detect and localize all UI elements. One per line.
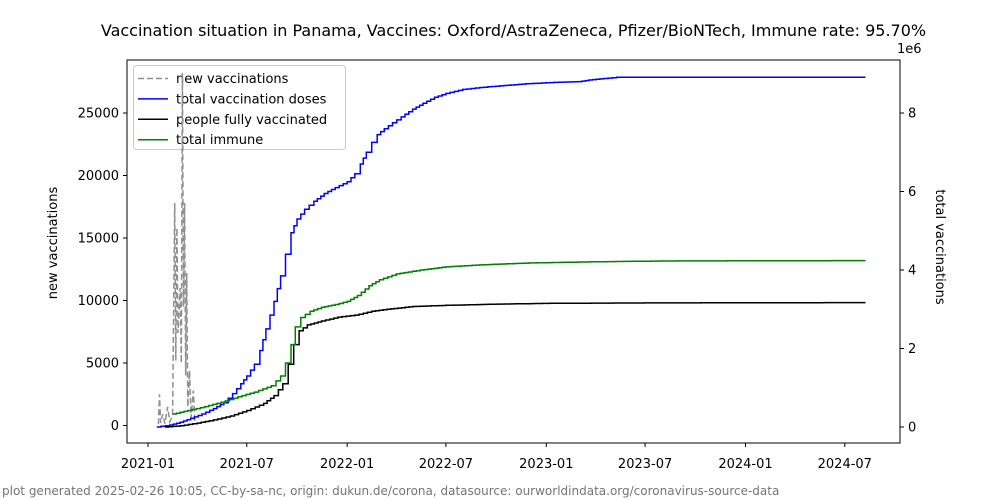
legend-label: new vaccinations (176, 72, 289, 87)
right-tick-label: 6 (908, 185, 916, 200)
right-tick-label: 4 (908, 264, 916, 279)
chart-title: Vaccination situation in Panama, Vaccine… (100, 21, 927, 40)
left-tick-label: 20000 (78, 169, 119, 184)
legend-frame (133, 65, 346, 150)
left-tick-label: 15000 (78, 232, 119, 247)
x-tick-label: 2023-07 (618, 457, 672, 472)
footer-credit: plot generated 2025-02-26 10:05, CC-by-s… (2, 484, 780, 498)
legend-label: total immune (176, 133, 263, 148)
right-tick-label: 0 (908, 421, 916, 436)
right-axis-label: total vaccinations (932, 189, 947, 305)
x-tick-label: 2024-01 (718, 457, 772, 472)
x-tick-label: 2021-01 (121, 457, 175, 472)
x-tick-label: 2022-07 (419, 457, 473, 472)
left-axis-label: new vaccinations (46, 187, 61, 300)
series-line-total-vaccination-doses (156, 76, 866, 428)
offset-text-1e6: 1e6 (897, 42, 922, 57)
legend-label: people fully vaccinated (176, 113, 327, 128)
series-line-people-fully-vaccinated (164, 301, 866, 428)
right-tick-label: 2 (908, 342, 916, 357)
left-tick-label: 25000 (78, 107, 119, 122)
right-tick-label: 8 (908, 107, 916, 122)
x-tick-label: 2021-07 (220, 457, 274, 472)
series-line-total-immune (172, 259, 866, 415)
legend: new vaccinations total vaccination doses p… (133, 65, 346, 150)
x-tick-label: 2024-07 (818, 457, 872, 472)
series-layer (156, 72, 866, 428)
legend-label: total vaccination doses (176, 92, 327, 107)
left-tick-label: 5000 (86, 357, 119, 372)
series-line-new-vaccinations (157, 72, 196, 425)
left-tick-label: 0 (111, 419, 119, 434)
x-tick-label: 2023-01 (519, 457, 573, 472)
left-tick-label: 10000 (78, 294, 119, 309)
axes-frame (126, 59, 901, 444)
x-tick-label: 2022-01 (320, 457, 374, 472)
axes-layer: 2021-01 2021-07 2022-01 2022-07 2023-01 2023-… (78, 59, 916, 472)
